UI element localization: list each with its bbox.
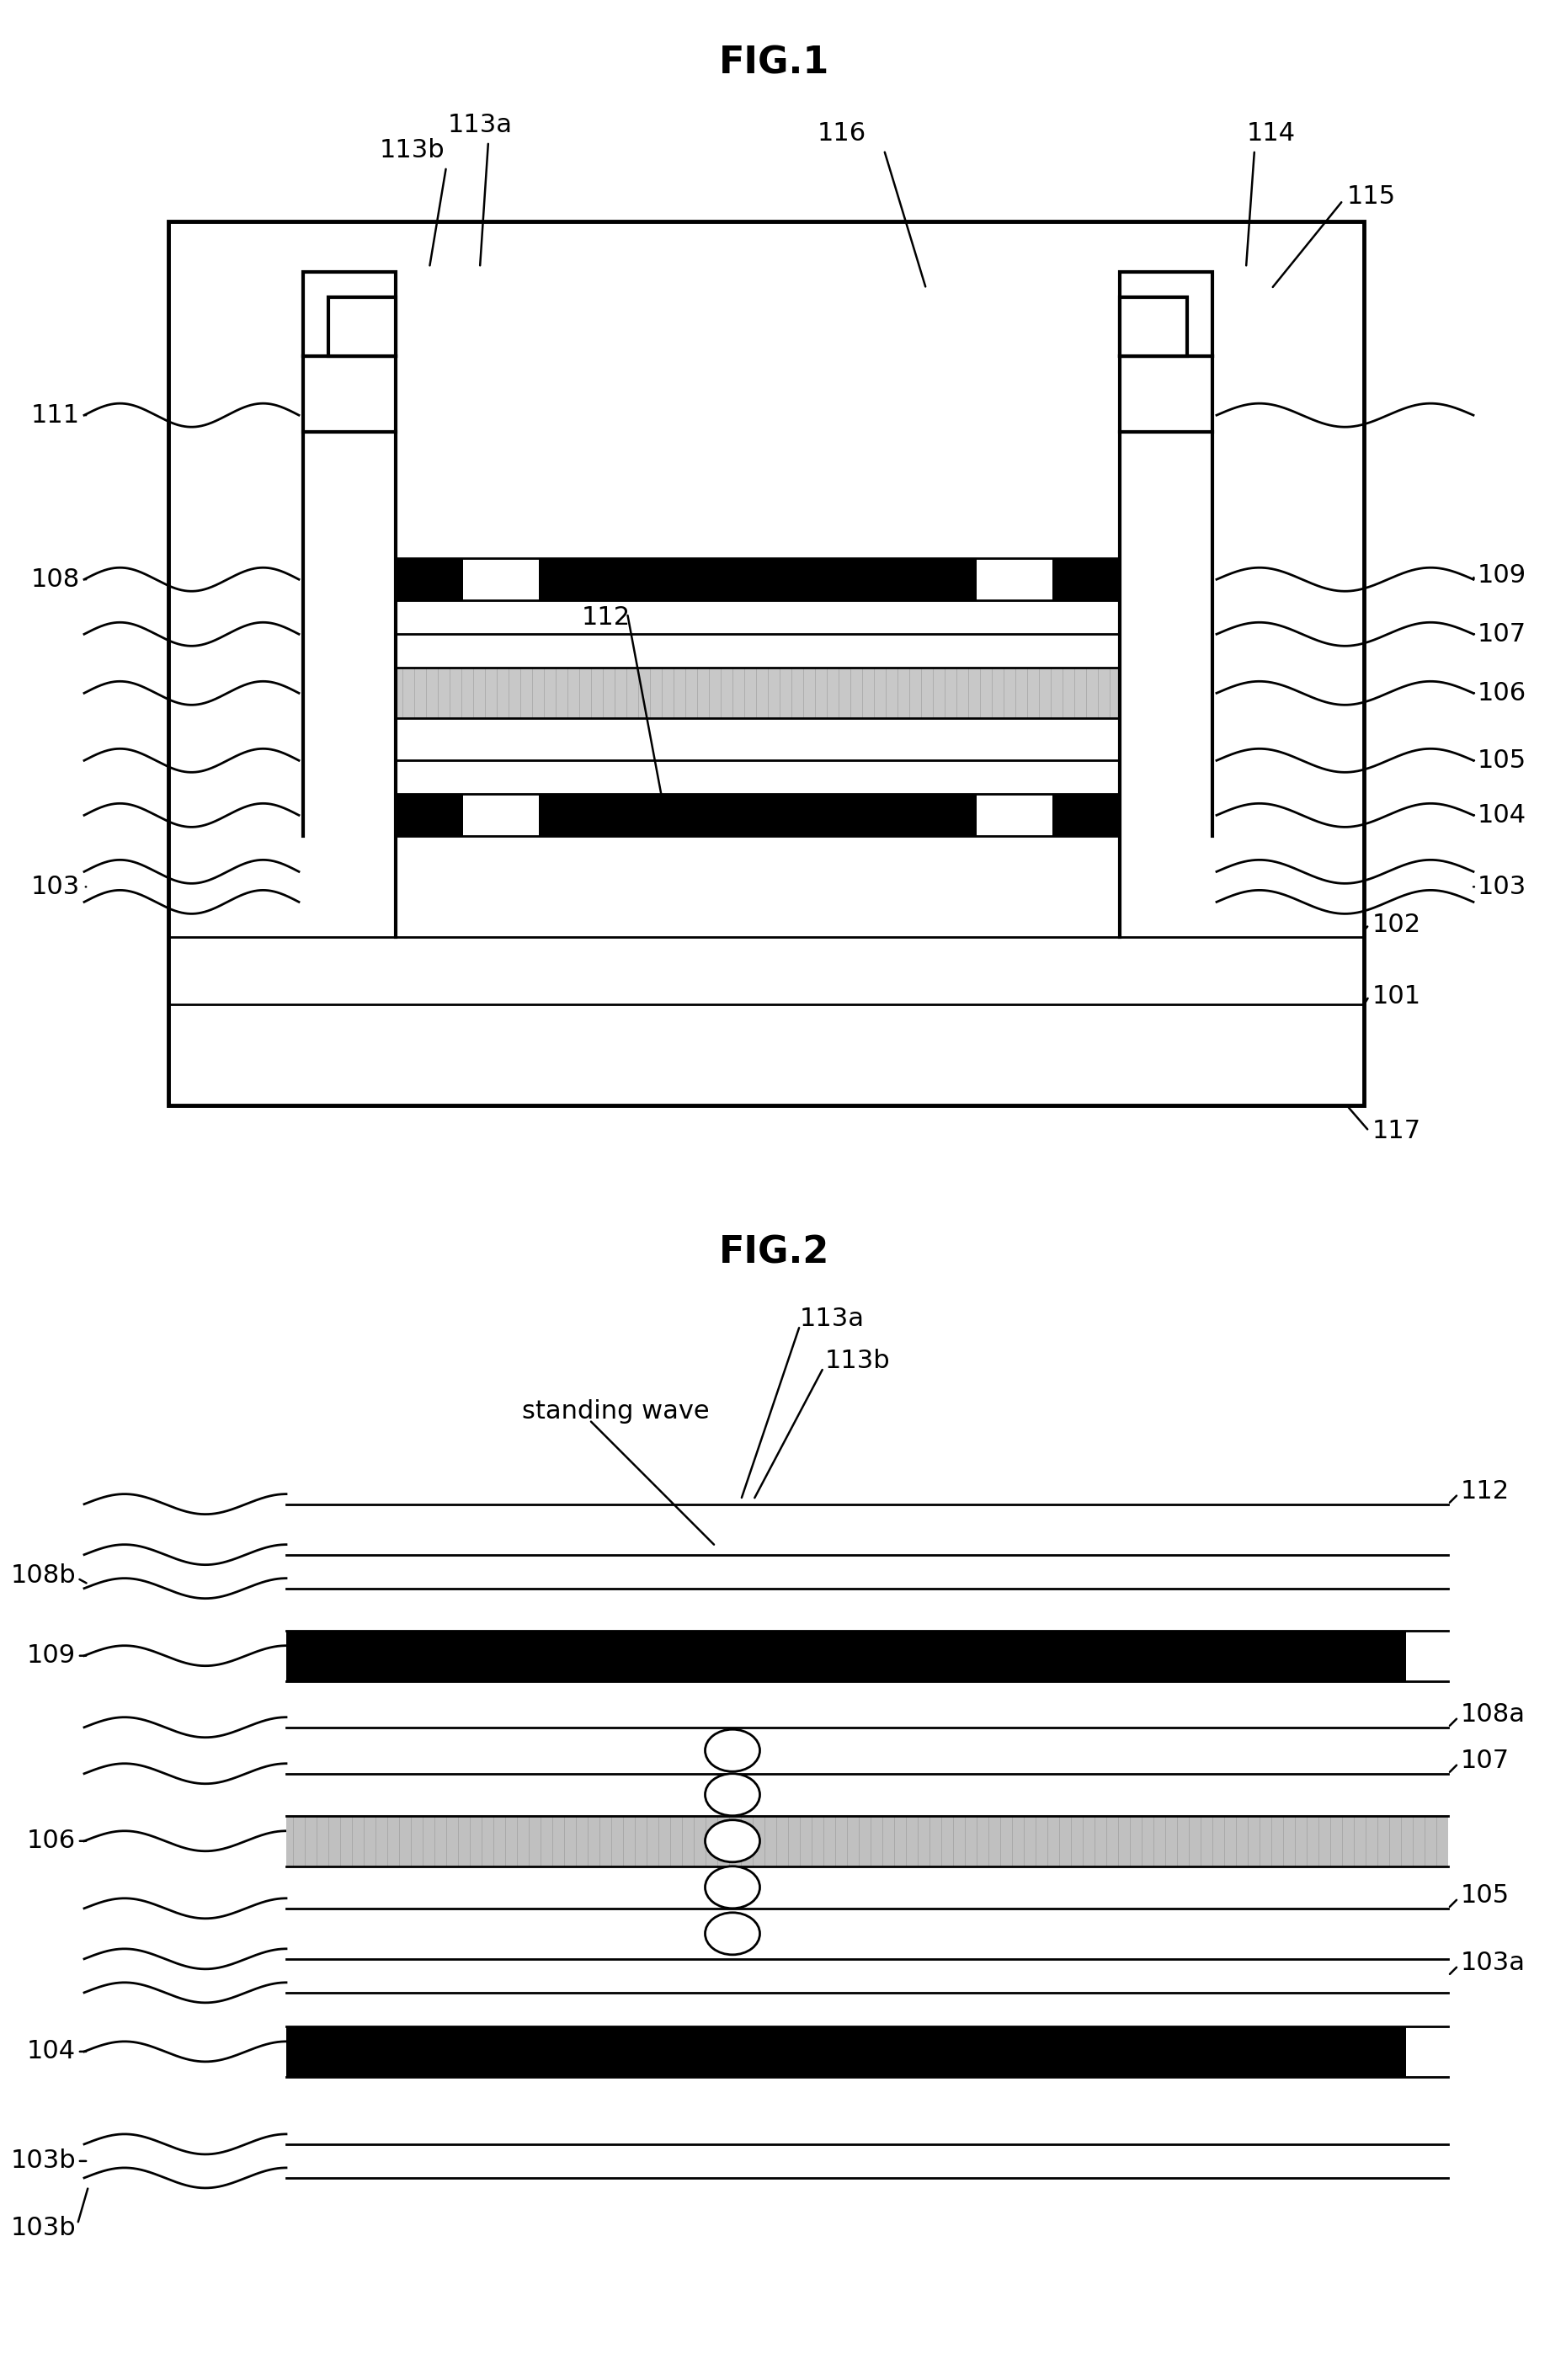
Bar xyxy=(976,559,1052,600)
Text: 113a: 113a xyxy=(800,1307,865,1330)
Text: 108a: 108a xyxy=(1460,1702,1525,1728)
Text: 104: 104 xyxy=(26,2040,76,2063)
Bar xyxy=(395,669,1119,719)
Bar xyxy=(287,1630,1448,1680)
Text: 109: 109 xyxy=(26,1645,76,1668)
Bar xyxy=(395,559,1119,600)
Text: 113a: 113a xyxy=(448,112,513,138)
Text: 103: 103 xyxy=(31,873,81,900)
Text: 103b: 103b xyxy=(11,2149,76,2173)
Text: 101: 101 xyxy=(1372,983,1421,1009)
Text: 113b: 113b xyxy=(825,1349,890,1373)
Text: 106: 106 xyxy=(1477,681,1527,704)
Ellipse shape xyxy=(705,1730,760,1771)
Text: 117: 117 xyxy=(1372,1119,1421,1142)
Text: 108b: 108b xyxy=(11,1564,76,1587)
Bar xyxy=(1406,2025,1448,2078)
Bar xyxy=(463,559,539,600)
Text: 104: 104 xyxy=(1477,802,1527,828)
Text: 113b: 113b xyxy=(380,138,445,162)
Bar xyxy=(395,795,1119,835)
Bar xyxy=(329,298,395,357)
Bar xyxy=(1119,298,1187,357)
Text: 107: 107 xyxy=(1460,1749,1510,1773)
Ellipse shape xyxy=(705,1773,760,1816)
Text: 112: 112 xyxy=(581,605,631,631)
Bar xyxy=(169,221,1364,1107)
Text: 111: 111 xyxy=(31,402,81,428)
Text: 115: 115 xyxy=(1347,183,1397,209)
Bar xyxy=(1406,1630,1448,1680)
Bar xyxy=(287,2025,1448,2078)
Bar xyxy=(976,795,1052,835)
Text: 102: 102 xyxy=(1372,912,1421,938)
Text: FIG.2: FIG.2 xyxy=(719,1235,829,1271)
Bar xyxy=(287,1816,1448,1866)
Ellipse shape xyxy=(705,1821,760,1861)
Ellipse shape xyxy=(705,1866,760,1909)
Text: 108: 108 xyxy=(31,566,81,593)
Text: 103: 103 xyxy=(1477,873,1527,900)
Text: 106: 106 xyxy=(26,1828,76,1854)
Bar xyxy=(304,271,395,357)
Text: 103a: 103a xyxy=(1460,1952,1525,1975)
Text: 105: 105 xyxy=(1477,747,1527,774)
Text: 109: 109 xyxy=(1477,564,1527,588)
Text: 105: 105 xyxy=(1460,1883,1510,1909)
Text: 114: 114 xyxy=(1246,121,1296,145)
Ellipse shape xyxy=(705,1914,760,1954)
Bar xyxy=(463,795,539,835)
Bar xyxy=(1119,271,1212,357)
Text: 116: 116 xyxy=(817,121,866,145)
Text: 107: 107 xyxy=(1477,621,1527,647)
Text: 112: 112 xyxy=(1460,1480,1510,1504)
Text: FIG.1: FIG.1 xyxy=(719,45,829,81)
Text: 103b: 103b xyxy=(11,2216,76,2240)
Text: standing wave: standing wave xyxy=(522,1399,710,1423)
